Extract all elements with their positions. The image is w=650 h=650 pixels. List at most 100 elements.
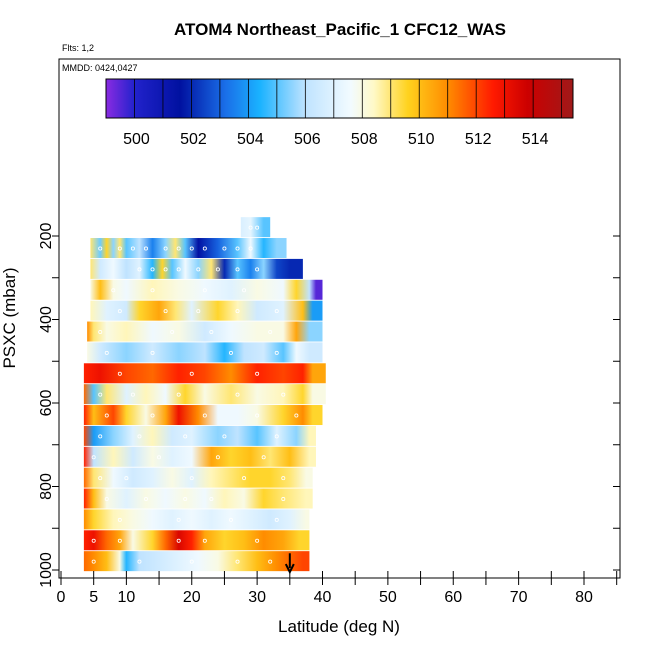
sample-point xyxy=(98,392,103,397)
plot-area xyxy=(83,217,326,575)
sample-point xyxy=(222,434,227,439)
x-tick-label: 20 xyxy=(183,589,201,606)
sample-point xyxy=(150,288,155,293)
sample-point xyxy=(150,413,155,418)
x-axis-label: Latitude (deg N) xyxy=(278,617,400,636)
sample-point xyxy=(124,476,129,481)
sample-point xyxy=(268,559,273,564)
sample-point xyxy=(202,288,207,293)
plot-frame xyxy=(58,58,621,579)
sample-point xyxy=(209,330,214,335)
sample-point xyxy=(202,538,207,543)
sample-point xyxy=(196,267,201,272)
sample-point xyxy=(137,434,142,439)
x-tick-label: 10 xyxy=(117,589,135,606)
colorbar-tick-label: 512 xyxy=(465,131,492,148)
colorbar-tick-label: 510 xyxy=(408,131,435,148)
x-tick-label: 80 xyxy=(575,589,593,606)
sample-point xyxy=(274,434,279,439)
sample-point xyxy=(255,267,260,272)
sample-point xyxy=(98,246,103,251)
data-band xyxy=(83,488,313,509)
data-band xyxy=(87,342,323,363)
x-tick-label: 40 xyxy=(314,589,332,606)
sample-point xyxy=(189,559,194,564)
sample-point xyxy=(281,476,286,481)
sample-point xyxy=(143,246,148,251)
sample-point xyxy=(117,538,122,543)
data-band xyxy=(83,384,326,405)
sample-point xyxy=(242,476,247,481)
colorbar-gradient xyxy=(105,78,574,119)
data-band xyxy=(90,238,287,259)
sample-point xyxy=(98,476,103,481)
sample-point xyxy=(255,225,260,230)
y-tick-label: 200 xyxy=(38,223,55,250)
sample-point xyxy=(130,246,135,251)
sample-point xyxy=(104,350,109,355)
sample-point xyxy=(261,455,266,460)
dates-note: MMDD: 0424,0427 xyxy=(62,63,138,73)
colorbar-tick-label: 508 xyxy=(351,131,378,148)
x-tick-label: 70 xyxy=(510,589,528,606)
sample-point xyxy=(176,517,181,522)
sample-point xyxy=(235,267,240,272)
data-band xyxy=(83,551,310,572)
sample-point xyxy=(104,497,109,502)
colorbar-tick-label: 514 xyxy=(522,131,549,148)
data-band xyxy=(83,425,316,446)
sample-point xyxy=(176,538,181,543)
y-tick-label: 600 xyxy=(38,390,55,417)
data-band xyxy=(83,363,326,384)
data-band xyxy=(83,446,316,467)
y-axis-label: PSXC (mbar) xyxy=(0,267,19,368)
sample-point xyxy=(130,392,135,397)
x-tick-label: 5 xyxy=(89,589,98,606)
sample-point xyxy=(235,559,240,564)
sample-point xyxy=(228,517,233,522)
sample-point xyxy=(137,559,142,564)
sample-point xyxy=(228,350,233,355)
sample-point xyxy=(91,455,96,460)
sample-point xyxy=(98,330,103,335)
sample-point xyxy=(235,392,240,397)
sample-point xyxy=(274,309,279,314)
sample-point xyxy=(274,517,279,522)
sample-point xyxy=(176,246,181,251)
sample-point xyxy=(117,517,122,522)
sample-point xyxy=(176,267,181,272)
sample-point xyxy=(157,455,162,460)
colorbar-tick-label: 500 xyxy=(123,131,150,148)
sample-point xyxy=(235,309,240,314)
x-tick-label: 30 xyxy=(248,589,266,606)
sample-point xyxy=(163,309,168,314)
sample-point xyxy=(143,497,148,502)
sample-point xyxy=(111,288,116,293)
sample-point xyxy=(98,434,103,439)
colorbar-tick-label: 502 xyxy=(180,131,207,148)
sample-point xyxy=(268,330,273,335)
sample-point xyxy=(274,350,279,355)
data-band xyxy=(90,300,323,321)
chart-title: ATOM4 Northeast_Pacific_1 CFC12_WAS xyxy=(174,20,506,39)
y-tick-label: 400 xyxy=(38,306,55,333)
sample-point xyxy=(189,246,194,251)
sample-point xyxy=(202,413,207,418)
sample-point xyxy=(91,538,96,543)
sample-point xyxy=(163,267,168,272)
sample-point xyxy=(215,455,220,460)
x-tick-label: 60 xyxy=(444,589,462,606)
colorbar-tick-label: 506 xyxy=(294,131,321,148)
sample-point xyxy=(281,497,286,502)
sample-point xyxy=(235,246,240,251)
sample-point xyxy=(255,413,260,418)
y-tick-label: 800 xyxy=(38,473,55,500)
sample-point xyxy=(242,288,247,293)
sample-point xyxy=(183,497,188,502)
flights-note: Flts: 1,2 xyxy=(62,43,94,53)
sample-point xyxy=(117,309,122,314)
y-tick-label: 1000 xyxy=(38,552,55,588)
axes: 0 5 10 20 30 40 50 60 70 80 200 400 600 800 1000 xyxy=(38,223,620,606)
sample-point xyxy=(248,225,253,230)
sample-point xyxy=(117,371,122,376)
